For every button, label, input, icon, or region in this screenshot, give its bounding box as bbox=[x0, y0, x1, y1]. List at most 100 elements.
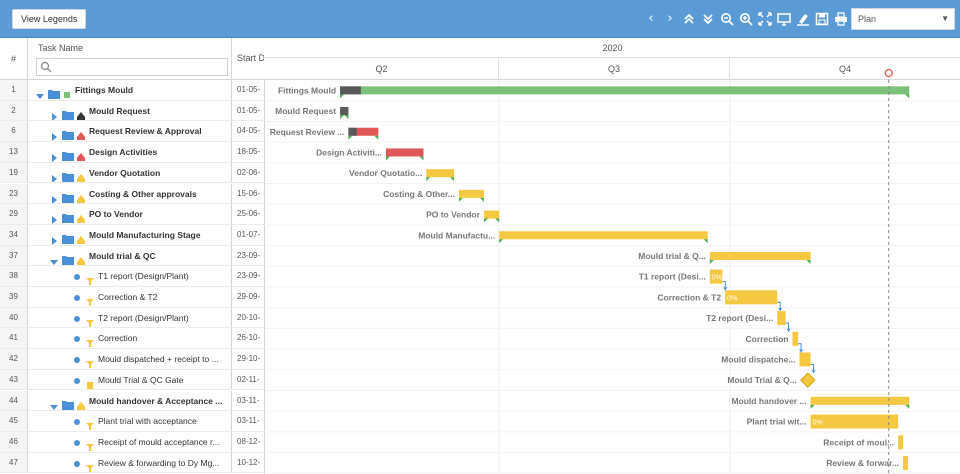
task-row[interactable]: 38 T1 report (Design/Plant) 23-09- bbox=[0, 266, 265, 287]
task-row[interactable]: 45 Plant trial with acceptance 03-11- bbox=[0, 411, 265, 432]
task-row[interactable]: 46 Receipt of mould acceptance r... 08-12- bbox=[0, 431, 265, 453]
gantt-bars: Fittings Mould Mould Request Request Revie… bbox=[265, 80, 960, 474]
collapse-toggle-icon[interactable] bbox=[50, 398, 58, 410]
task-row[interactable]: 43 Mould Trial & QC Gate 02-11- bbox=[0, 369, 265, 391]
expand-toggle-icon[interactable] bbox=[50, 149, 58, 162]
task-row[interactable]: 2 Mould Request 01-05- bbox=[0, 100, 265, 122]
task-row[interactable]: 41 Correction 26-10- bbox=[0, 328, 265, 350]
task-row[interactable]: 40 T2 report (Design/Plant) 20-10- bbox=[0, 307, 265, 329]
column-header-number[interactable]: # bbox=[0, 38, 28, 80]
task-row-number: 19 bbox=[0, 162, 28, 183]
task-row-number: 34 bbox=[0, 224, 28, 245]
gantt-bar[interactable] bbox=[810, 396, 910, 405]
task-row[interactable]: 29 PO to Vendor 25-06- bbox=[0, 204, 265, 225]
gantt-bar[interactable] bbox=[810, 414, 899, 429]
timeline-quarter-q4: Q4 bbox=[838, 64, 851, 74]
expand-toggle-icon[interactable] bbox=[50, 170, 58, 183]
task-row[interactable]: 47 Review & forwarding to Dy Mg... 10-12- bbox=[0, 452, 265, 474]
gantt-bar[interactable] bbox=[340, 107, 349, 116]
task-name-cell[interactable]: T2 report (Design/Plant) bbox=[28, 307, 232, 328]
gantt-bar[interactable] bbox=[898, 435, 904, 450]
gantt-bar[interactable] bbox=[426, 169, 455, 178]
collapse-toggle-icon[interactable] bbox=[50, 253, 58, 265]
gantt-bar[interactable] bbox=[903, 455, 909, 470]
column-header-start-date[interactable]: Start Date bbox=[232, 38, 265, 80]
gantt-bar[interactable] bbox=[777, 311, 786, 326]
expand-toggle-icon[interactable] bbox=[50, 232, 58, 245]
gantt-bar[interactable] bbox=[499, 231, 708, 240]
task-row[interactable]: 23 Costing & Other approvals 15-06- bbox=[0, 183, 265, 205]
task-row[interactable]: 13 Design Activities 18-05- bbox=[0, 142, 265, 163]
task-name-cell[interactable]: T1 report (Design/Plant) bbox=[28, 266, 232, 286]
monitor-icon[interactable] bbox=[776, 10, 792, 28]
task-name-cell[interactable]: Correction bbox=[28, 328, 232, 349]
expand-toggle-icon[interactable] bbox=[50, 211, 58, 224]
task-row[interactable]: 34 Mould Manufacturing Stage 01-07- bbox=[0, 224, 265, 246]
status-yellow-icon bbox=[77, 169, 85, 182]
task-name-cell[interactable]: Review & forwarding to Dy Mg... bbox=[28, 452, 232, 473]
task-row-number: 44 bbox=[0, 390, 28, 411]
gantt-bar[interactable] bbox=[385, 148, 424, 157]
gantt-bar[interactable] bbox=[340, 86, 910, 95]
save-icon[interactable] bbox=[814, 10, 830, 28]
status-yellow-icon bbox=[77, 252, 85, 265]
task-name-cell[interactable]: Receipt of mould acceptance r... bbox=[28, 431, 232, 452]
task-name-cell[interactable]: Mould Trial & QC Gate bbox=[28, 369, 232, 390]
column-header-task-name[interactable]: Task Name bbox=[28, 38, 232, 80]
task-name-cell[interactable]: Plant trial with acceptance bbox=[28, 411, 232, 431]
gantt-bar[interactable] bbox=[799, 352, 811, 367]
status-yellow-icon bbox=[86, 334, 94, 348]
task-name-cell[interactable]: Mould dispatched + receipt to ... bbox=[28, 349, 232, 369]
view-mode-value: Plan bbox=[858, 14, 877, 24]
task-row[interactable]: 39 Correction & T2 29-09- bbox=[0, 287, 265, 308]
status-yellow-icon bbox=[86, 355, 94, 369]
gantt-bar[interactable] bbox=[725, 290, 778, 305]
gantt-bar[interactable] bbox=[709, 269, 723, 284]
zoom-in-icon[interactable] bbox=[738, 10, 754, 28]
collapse-toggle-icon[interactable] bbox=[36, 87, 44, 99]
gantt-bar-label: T1 report (Desi... bbox=[639, 272, 706, 282]
task-name-cell[interactable]: Fittings Mould bbox=[28, 80, 232, 100]
task-name-cell[interactable]: Correction & T2 bbox=[28, 287, 232, 307]
task-name-cell[interactable]: Mould handover & Acceptance ... bbox=[28, 390, 232, 411]
task-row[interactable]: 42 Mould dispatched + receipt to ... 29-10… bbox=[0, 349, 265, 370]
task-name-cell[interactable]: Costing & Other approvals bbox=[28, 183, 232, 204]
task-row-number: 43 bbox=[0, 369, 28, 390]
task-row[interactable]: 44 Mould handover & Acceptance ... 03-11- bbox=[0, 390, 265, 412]
gantt-bar[interactable] bbox=[348, 127, 379, 136]
expand-toggle-icon[interactable] bbox=[50, 128, 58, 142]
task-name-cell[interactable]: PO to Vendor bbox=[28, 204, 232, 224]
view-mode-select[interactable]: Plan ▼ bbox=[851, 8, 955, 30]
expand-toggle-icon[interactable] bbox=[50, 108, 58, 121]
task-start-date: 26-10- bbox=[237, 333, 261, 343]
task-row[interactable]: 1 Fittings Mould 01-05- bbox=[0, 80, 265, 101]
task-row[interactable]: 6 Request Review & Approval 04-05- bbox=[0, 121, 265, 143]
task-name-cell[interactable]: Vendor Quotation bbox=[28, 162, 232, 183]
task-row[interactable]: 19 Vendor Quotation 02-06- bbox=[0, 162, 265, 184]
task-name-cell[interactable]: Mould Request bbox=[28, 100, 232, 121]
collapse-up-icon[interactable] bbox=[681, 10, 697, 28]
gantt-bar[interactable] bbox=[709, 251, 811, 260]
zoom-out-icon[interactable] bbox=[719, 10, 735, 28]
print-icon[interactable] bbox=[833, 10, 849, 28]
gantt-bar[interactable] bbox=[792, 331, 799, 346]
task-name-cell[interactable]: Mould Manufacturing Stage bbox=[28, 224, 232, 245]
view-legends-button[interactable]: View Legends bbox=[12, 9, 87, 29]
task-row[interactable]: 37 Mould trial & QC 23-09- bbox=[0, 245, 265, 267]
task-name-cell[interactable]: Design Activities bbox=[28, 142, 232, 162]
expand-toggle-icon[interactable] bbox=[50, 191, 58, 204]
chevron-right-icon[interactable]: › bbox=[667, 11, 673, 26]
summary-end-marker bbox=[703, 239, 708, 244]
gantt-bar[interactable] bbox=[483, 210, 500, 219]
chevron-left-icon[interactable]: ‹ bbox=[648, 11, 654, 26]
task-search-input[interactable] bbox=[36, 58, 228, 76]
highlight-icon[interactable] bbox=[795, 10, 811, 28]
gantt-bar[interactable] bbox=[458, 189, 484, 198]
folder-icon bbox=[62, 190, 74, 203]
milestone-diamond[interactable] bbox=[800, 372, 816, 388]
fit-screen-icon[interactable] bbox=[757, 10, 773, 28]
expand-down-icon[interactable] bbox=[700, 10, 716, 28]
task-name-cell[interactable]: Request Review & Approval bbox=[28, 121, 232, 142]
toolbar: View Legends ‹ › Plan ▼ bbox=[0, 0, 960, 38]
task-name-cell[interactable]: Mould trial & QC bbox=[28, 245, 232, 266]
